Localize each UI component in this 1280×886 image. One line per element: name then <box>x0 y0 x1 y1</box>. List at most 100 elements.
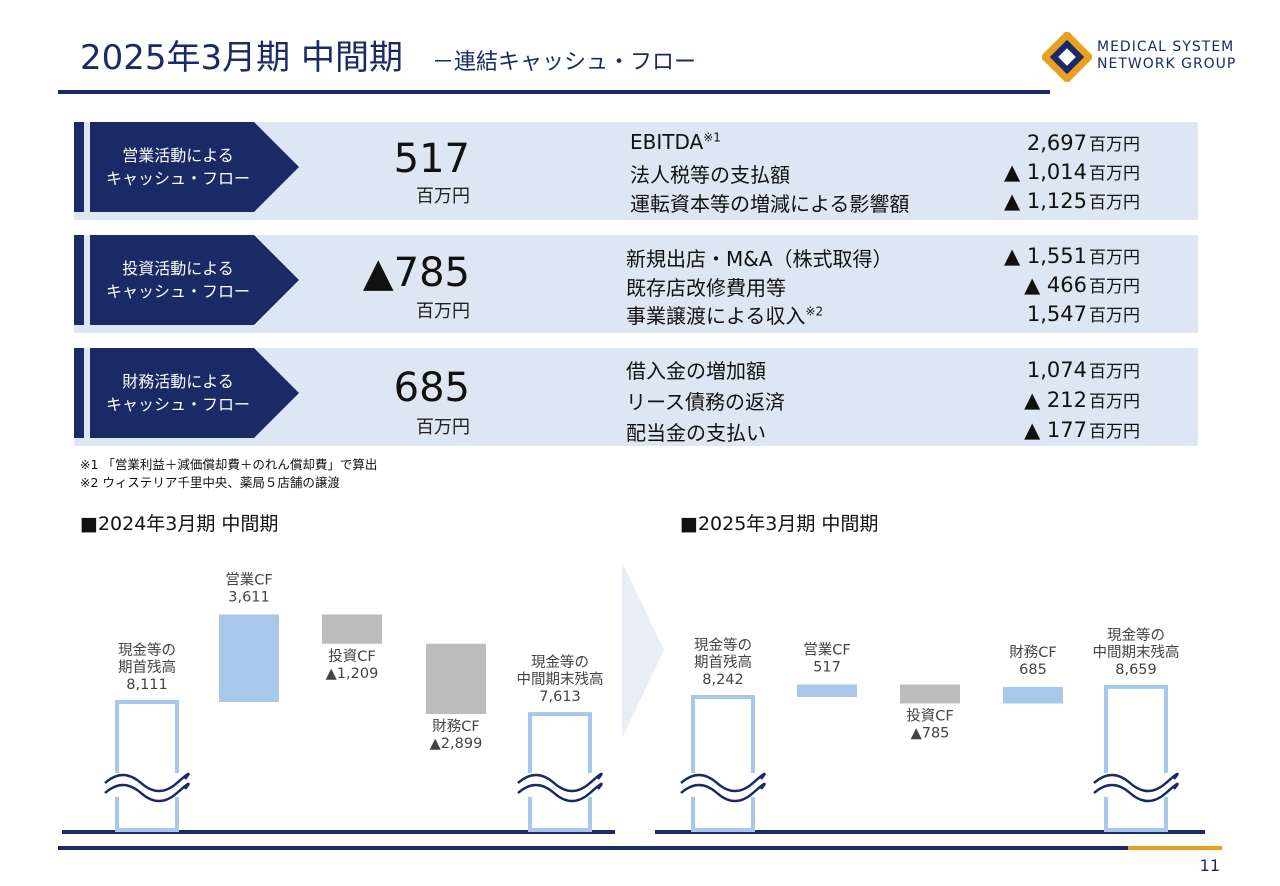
item-text: EBITDA <box>630 130 704 154</box>
financing-cf-amount: 685 <box>393 365 470 411</box>
financing-cf-chevron <box>74 348 299 438</box>
value-number: ▲ 212 <box>1024 388 1087 412</box>
investing-cf-label-line1: 投資活動による <box>122 259 234 278</box>
chart-1-axis <box>62 830 615 834</box>
chart-1-flow-bar-2 <box>322 614 382 644</box>
chart-2-flow-label-1-line-1: 517 <box>813 659 841 675</box>
chart-1-flow-label-3-line-1: ▲2,899 <box>430 736 483 752</box>
chart-1-flow-bar-1 <box>219 614 279 702</box>
chart-2-flow-label-2-line-1: ▲785 <box>911 725 950 741</box>
footer-rule-accent <box>1128 846 1222 850</box>
chart-2-flow-label-3-line-1: 685 <box>1019 662 1047 678</box>
value-working-capital: ▲ 1,125 百万円 <box>960 188 1140 213</box>
value-unit: 百万円 <box>1089 422 1140 442</box>
item-store-renovation: 既存店改修費用等 <box>626 276 786 300</box>
value-unit: 百万円 <box>1089 392 1140 412</box>
page-subtitle: －連結キャッシュ・フロー <box>432 50 697 75</box>
chart-1-flow-label-2-line-0: 投資CF <box>328 648 375 665</box>
item-tax-paid: 法人税等の支払額 <box>630 163 790 187</box>
value-number: ▲ 466 <box>1024 273 1087 297</box>
investing-cf-chevron <box>74 235 299 325</box>
operating-cf-unit: 百万円 <box>416 186 470 207</box>
chart-2-break-wave-b-0 <box>680 782 766 803</box>
chart-1-break-wave-a-0 <box>104 772 190 793</box>
chart-1-flow-label-2-line-1: ▲1,209 <box>326 666 379 682</box>
chart-2-flow-label-3-line-0: 財務CF <box>1009 644 1056 661</box>
item-borrowings-increase: 借入金の増加額 <box>626 359 766 383</box>
chart-1-flow-label-1-line-1: 3,611 <box>228 589 270 605</box>
chart-2-flow-label-2-line-0: 投資CF <box>906 707 953 724</box>
item-working-capital: 運転資本等の増減による影響額 <box>630 192 910 216</box>
chart-2-balance-label-4-line-1: 中間期末残高 <box>1093 644 1180 661</box>
financing-cf-label-line1: 財務活動による <box>122 372 234 391</box>
footnote-2: ※2 ウィステリア千里中央、薬局５店舗の譲渡 <box>80 475 340 490</box>
value-unit: 百万円 <box>1089 306 1140 326</box>
chart-2-flow-bar-2 <box>900 684 960 704</box>
chart-2-balance-label-0-line-2: 8,242 <box>702 672 744 688</box>
chart-2-balance-label-0-line-1: 期首残高 <box>694 654 752 671</box>
operating-cf-label-line2: キャッシュ・フロー <box>105 169 250 188</box>
logo-line-2: NETWORK GROUP <box>1097 56 1237 72</box>
item-text: 事業譲渡による収入 <box>626 304 806 328</box>
footnote-1: ※1 「営業利益＋減価償却費＋のれん償却費」で算出 <box>80 457 378 472</box>
chart-1-flow-label-1-line-0: 営業CF <box>225 571 272 588</box>
investing-cf-amount: ▲785 <box>362 250 470 296</box>
logo-icon <box>1042 32 1092 82</box>
logo-text: MEDICAL SYSTEM NETWORK GROUP <box>1097 39 1236 73</box>
page-number: 11 <box>1199 856 1220 875</box>
value-tax-paid: ▲ 1,014 百万円 <box>960 159 1140 184</box>
chart-1-break-wave-b-0 <box>104 782 190 803</box>
value-ebitda: 2,697 百万円 <box>960 130 1140 155</box>
chart-1-balance-bar-4 <box>528 712 592 832</box>
chart-1-balance-label-0-line-2: 8,111 <box>126 677 168 693</box>
financing-cf-label-line2: キャッシュ・フロー <box>105 395 250 414</box>
item-lease-repayment: リース債務の返済 <box>626 390 785 414</box>
item-ebitda: EBITDA※1 <box>630 130 721 154</box>
chart-2-balance-bar-4 <box>1104 684 1168 832</box>
chart-1-flow-label-3-line-0: 財務CF <box>432 718 479 735</box>
value-number: ▲ 177 <box>1024 418 1087 442</box>
value-borrowings-increase: 1,074 百万円 <box>960 357 1140 382</box>
item-note: ※2 <box>805 304 824 319</box>
chart-2-break-wave-b-4 <box>1093 782 1179 803</box>
page-title: 2025年3月期 中間期 <box>80 38 403 78</box>
value-number: ▲ 1,551 <box>1004 244 1087 268</box>
value-business-transfer: 1,547 百万円 <box>960 301 1140 326</box>
operating-cf-chevron <box>74 122 299 212</box>
chart-1-balance-label-4-line-0: 現金等の <box>531 653 589 671</box>
value-lease-repayment: ▲ 212 百万円 <box>960 387 1140 412</box>
chart-2-balance-label-4-line-0: 現金等の <box>1107 626 1165 644</box>
operating-cf-label: 営業活動による キャッシュ・フロー <box>78 144 278 190</box>
chart-2-title: ■2025年3月期 中間期 <box>680 513 879 535</box>
chart-2-axis <box>655 830 1205 834</box>
value-unit: 百万円 <box>1089 362 1140 382</box>
value-unit: 百万円 <box>1089 248 1140 268</box>
investing-cf-unit: 百万円 <box>416 301 470 322</box>
chart-2-flow-bar-3 <box>1003 686 1063 704</box>
item-new-stores-ma: 新規出店・M&A（株式取得） <box>626 247 893 271</box>
item-note: ※1 <box>703 130 721 145</box>
value-store-renovation: ▲ 466 百万円 <box>960 272 1140 297</box>
chart-2-flow-bar-1 <box>797 684 857 697</box>
chart-2-flow-label-1-line-0: 営業CF <box>803 641 850 658</box>
value-unit: 百万円 <box>1089 193 1140 213</box>
waterfall-charts: 現金等の期首残高8,111営業CF3,611投資CF▲1,209財務CF▲2,8… <box>62 562 1205 834</box>
value-unit: 百万円 <box>1089 277 1140 297</box>
item-dividends-paid: 配当金の支払い <box>626 421 766 445</box>
chart-1-flow-bar-3 <box>426 643 486 715</box>
chart-1-balance-bar-0 <box>115 700 179 832</box>
value-unit: 百万円 <box>1089 164 1140 184</box>
value-number: ▲ 1,125 <box>1004 189 1087 213</box>
value-number: 1,547 <box>1026 302 1087 326</box>
value-new-stores-ma: ▲ 1,551 百万円 <box>960 243 1140 268</box>
operating-cf-label-line1: 営業活動による <box>122 146 234 165</box>
chart-2-balance-label-4-line-2: 8,659 <box>1115 662 1157 678</box>
financing-cf-label: 財務活動による キャッシュ・フロー <box>78 370 278 416</box>
chart-1-balance-label-4-line-2: 7,613 <box>539 689 581 705</box>
value-dividends-paid: ▲ 177 百万円 <box>960 417 1140 442</box>
value-unit: 百万円 <box>1089 135 1140 155</box>
footer-rule <box>58 846 1128 850</box>
investing-cf-label: 投資活動による キャッシュ・フロー <box>78 257 278 303</box>
chart-1-balance-label-0-line-0: 現金等の <box>118 641 176 659</box>
chart-1-break-wave-b-4 <box>517 782 603 803</box>
